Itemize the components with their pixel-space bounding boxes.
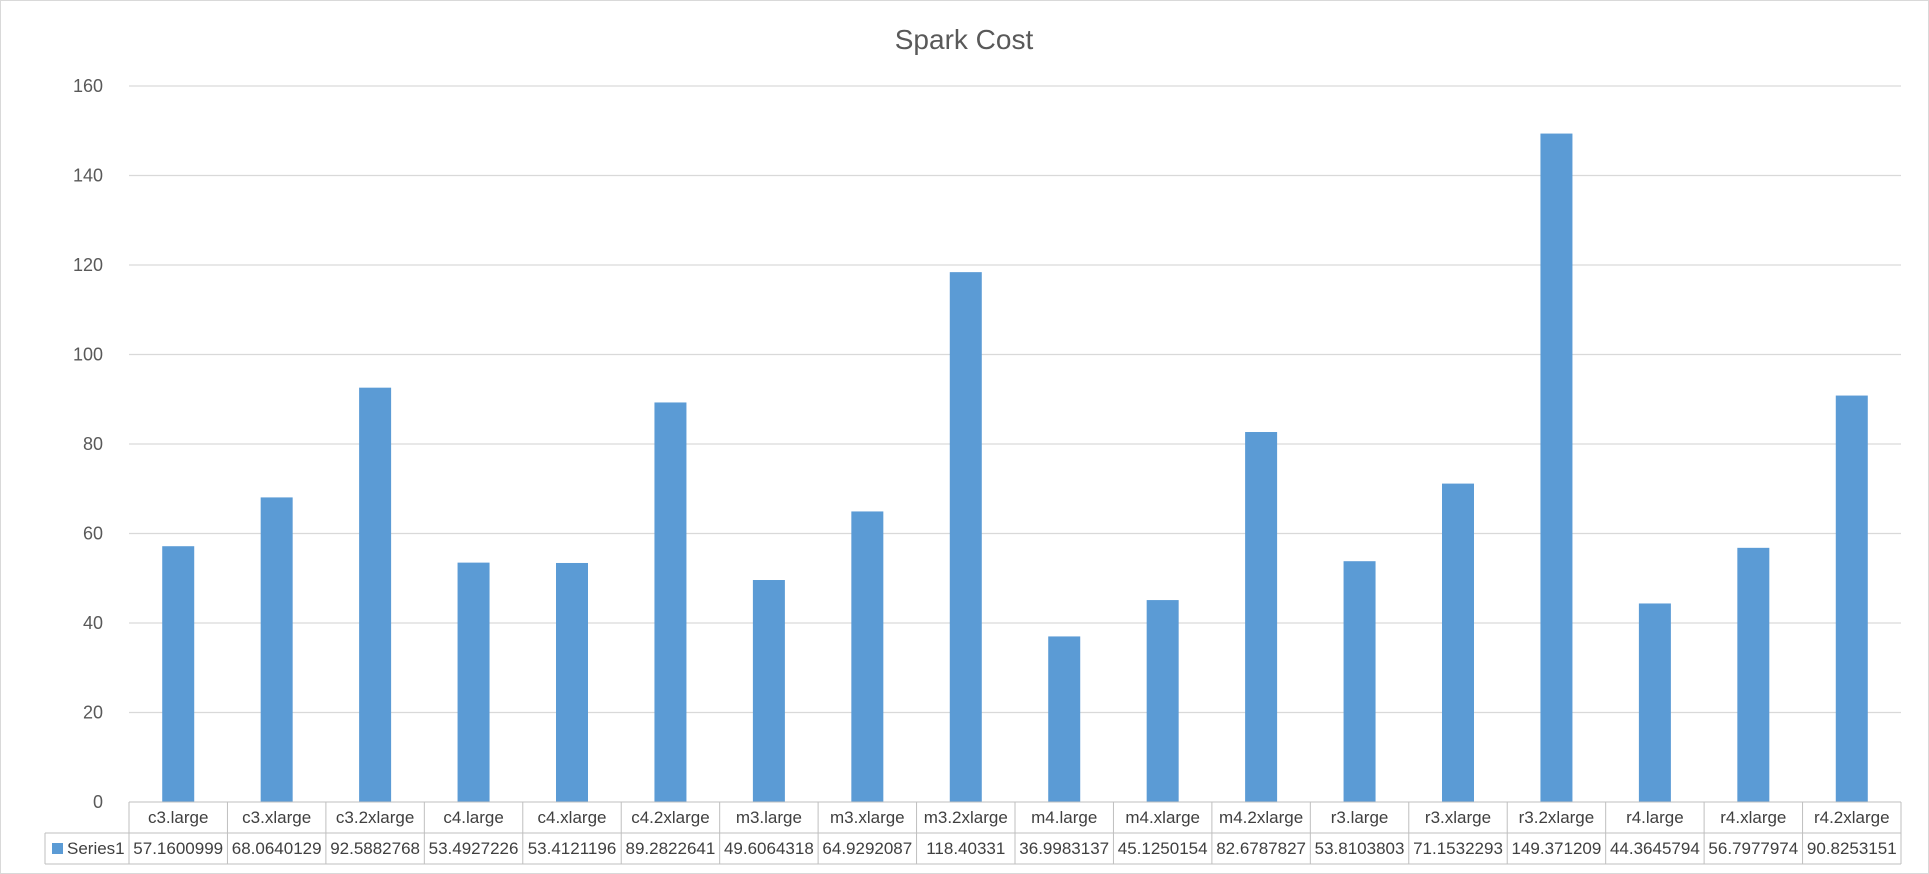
category-label: r4.large bbox=[1626, 808, 1684, 827]
value-label: 64.9292087 bbox=[822, 839, 912, 858]
value-label: 49.6064318 bbox=[724, 839, 814, 858]
category-label: r3.large bbox=[1331, 808, 1389, 827]
bar bbox=[1245, 432, 1278, 802]
y-tick-label: 120 bbox=[73, 255, 103, 275]
value-label: 45.1250154 bbox=[1118, 839, 1208, 858]
y-tick-label: 40 bbox=[83, 613, 103, 633]
value-label: 149.371209 bbox=[1512, 839, 1602, 858]
data-table: c3.large 57.1600999 c3.xlarge 68.0640129 c3.… bbox=[44, 801, 1902, 865]
bar bbox=[654, 402, 687, 802]
bar bbox=[162, 546, 195, 802]
category-label: m3.large bbox=[736, 808, 802, 827]
y-tick-label: 140 bbox=[73, 166, 103, 186]
category-label: c3.xlarge bbox=[242, 808, 311, 827]
category-label: r4.xlarge bbox=[1720, 808, 1786, 827]
value-label: 118.40331 bbox=[926, 839, 1005, 858]
category-label: c4.2xlarge bbox=[631, 808, 709, 827]
value-label: 56.7977974 bbox=[1708, 839, 1798, 858]
y-tick-label: 0 bbox=[93, 792, 103, 812]
category-label: m3.2xlarge bbox=[924, 808, 1008, 827]
y-axis-ticks: 0 20 40 60 80 100 120 140 160 bbox=[73, 76, 103, 812]
y-tick-label: 60 bbox=[83, 524, 103, 544]
category-label: c4.xlarge bbox=[538, 808, 607, 827]
bar bbox=[1343, 561, 1376, 802]
category-label: m4.large bbox=[1031, 808, 1097, 827]
bar bbox=[1835, 395, 1868, 802]
legend-swatch bbox=[52, 843, 63, 854]
category-label: c3.large bbox=[148, 808, 208, 827]
category-label: m3.xlarge bbox=[830, 808, 905, 827]
value-label: 53.4927226 bbox=[429, 839, 519, 858]
category-label: r3.2xlarge bbox=[1519, 808, 1595, 827]
y-tick-label: 20 bbox=[83, 703, 103, 723]
legend-label: Series1 bbox=[67, 839, 125, 858]
category-label: m4.xlarge bbox=[1125, 808, 1200, 827]
bar-group bbox=[162, 133, 1868, 802]
value-label: 44.3645794 bbox=[1610, 839, 1700, 858]
category-label: r4.2xlarge bbox=[1814, 808, 1890, 827]
value-label: 92.5882768 bbox=[330, 839, 420, 858]
value-label: 89.2822641 bbox=[626, 839, 716, 858]
category-label: c4.large bbox=[443, 808, 503, 827]
y-tick-label: 100 bbox=[73, 345, 103, 365]
bar bbox=[1540, 133, 1573, 802]
grid-lines bbox=[129, 85, 1901, 714]
bar bbox=[1442, 483, 1474, 802]
bar bbox=[260, 497, 293, 802]
bar bbox=[851, 511, 884, 802]
category-label: r3.xlarge bbox=[1425, 808, 1491, 827]
category-label: m4.2xlarge bbox=[1219, 808, 1303, 827]
y-tick-label: 160 bbox=[73, 76, 103, 96]
value-label: 36.9983137 bbox=[1019, 839, 1109, 858]
category-label: c3.2xlarge bbox=[336, 808, 414, 827]
bar bbox=[1638, 603, 1671, 802]
bar bbox=[1737, 547, 1770, 802]
bar bbox=[1146, 600, 1179, 802]
bar bbox=[359, 387, 392, 802]
value-label: 90.8253151 bbox=[1807, 839, 1897, 858]
y-tick-label: 80 bbox=[83, 434, 103, 454]
value-label: 82.6787827 bbox=[1216, 839, 1306, 858]
bar bbox=[752, 580, 785, 802]
value-label: 71.1532293 bbox=[1413, 839, 1503, 858]
value-label: 53.4121196 bbox=[528, 839, 617, 858]
bar bbox=[457, 562, 490, 802]
value-label: 68.0640129 bbox=[232, 839, 322, 858]
value-label: 57.1600999 bbox=[133, 839, 223, 858]
chart-title: Spark Cost bbox=[895, 24, 1034, 55]
value-label: 53.8103803 bbox=[1315, 839, 1405, 858]
bar bbox=[949, 272, 982, 802]
bar bbox=[556, 562, 588, 802]
bar bbox=[1048, 636, 1081, 802]
